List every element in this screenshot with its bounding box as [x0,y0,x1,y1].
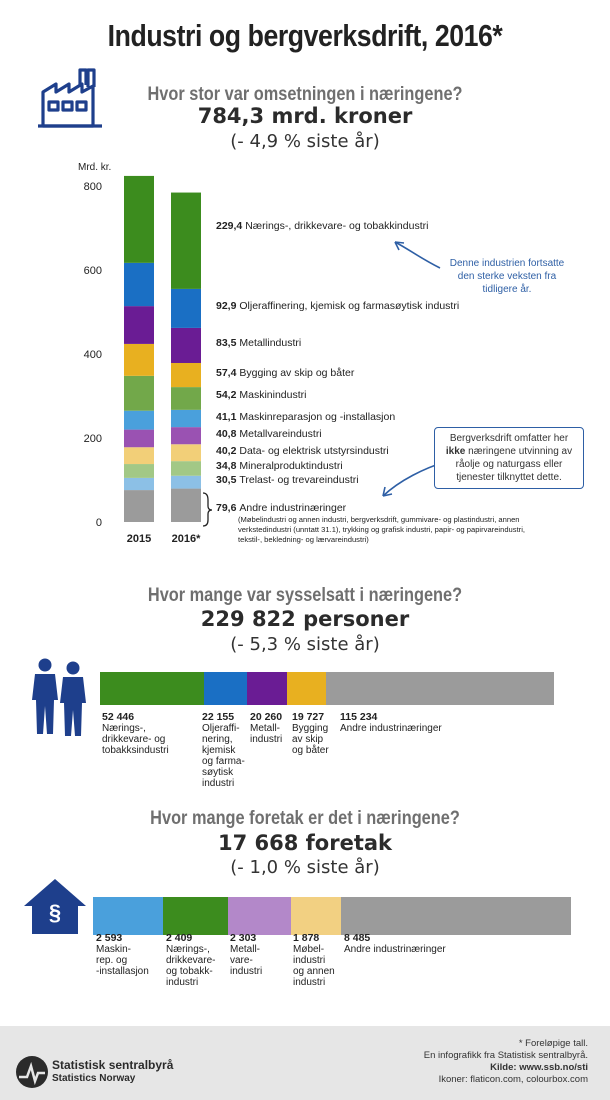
y-tick-label: 800 [84,181,102,193]
bar-segment [171,409,201,428]
segment-label: 2 593 Maskin-rep. og -installasjon [96,932,149,978]
bar-segment [341,897,571,935]
segment-label: 229,4 Nærings-, drikkevare- og tobakkind… [216,220,428,232]
turnover-question: Hvor stor var omsetningen i næringene? [147,84,463,105]
svg-text:§: § [49,900,61,925]
segment-label: 40,8 Metallvareindustri [216,428,322,440]
bar-segment [171,327,201,363]
bar-segment [124,306,154,344]
companies-labels: 2 593 Maskin-rep. og -installasjon 2 409 Nær… [93,933,571,1013]
bar-segment [124,410,154,430]
segment-label: 92,9 Oljeraffinering, kjemisk og farmasø… [216,300,459,312]
bar-segment [124,175,154,263]
callout-food: Denne industrien fortsatte den sterke ve… [449,258,565,295]
footer-note: * Foreløpige tall. [518,1038,588,1049]
logo-name-en: Statistics Norway [52,1073,136,1084]
bar-segment [163,897,229,935]
segment-label: 40,2 Data- og elektrisk utstyrsindustri [216,445,389,457]
footer-credit: En infografikk fra Statistisk sentralbyr… [423,1050,588,1061]
y-tick-label: 600 [84,265,102,277]
bar-segment [124,429,154,448]
segment-label: 52 446 Nærings-, drikkevare- og tobakksindu… [102,711,169,757]
page-title: Industri og bergverksdrift, 2016* [107,18,503,53]
segment-label: 41,1 Maskinreparasjon og -installasjon [216,411,395,423]
companies-question: Hvor mange foretak er det i næringene? [150,808,460,829]
bar-segment [171,461,201,476]
people-icon [28,656,90,736]
bar-segment [124,262,154,307]
segment-label: 30,5 Trelast- og trevareindustri [216,474,359,486]
segment-label: 8 485 Andre industrinæringer [344,932,446,956]
bar-segment [124,343,154,376]
companies-headline: 17 668 foretak [217,831,393,855]
bar-segment [287,672,327,705]
callout-arrow-food [394,241,441,269]
segment-label: 20 260 Metall-industri [250,711,283,746]
bar-segment [171,192,201,289]
bar-segment [171,387,201,410]
employment-bar [100,672,554,705]
employment-labels: 52 446 Nærings-, drikkevare- og tobakksindu… [100,712,554,792]
bar-segment [124,375,154,411]
bar-segment [171,362,201,388]
bar-segment [171,488,201,522]
employment-headline: 229 822 personer [200,607,410,631]
turnover-change: (- 4,9 % siste år) [230,131,380,152]
bar-segment [228,897,291,935]
bar-segment [124,477,154,491]
y-tick-label: 0 [96,517,102,529]
segment-label: 115 234 Andre industrinæringer [340,711,442,735]
bar-segment [171,444,201,462]
factory-icon [36,62,106,132]
callout-mining: Bergverksdrift omfatter her ikke næringe… [434,427,584,489]
segment-label: 83,5 Metallindustri [216,337,301,349]
bar-segment [203,672,248,705]
bar-segment [326,672,554,705]
y-tick-label: 200 [84,433,102,445]
employment-change: (- 5,3 % siste år) [230,634,380,655]
ssb-logo [14,1054,50,1090]
bar-segment [124,464,154,478]
bar-segment [171,427,201,445]
turnover-chart: Mrd. kr. 0 200 400 600 800 79,6 Andre indust… [78,162,459,545]
segment-label: 79,6 Andre industrinæringer [216,502,347,514]
footer-icons: Ikoner: flaticon.com, colourbox.com [438,1074,588,1085]
segment-label: 19 727 Bygging av skip og båter [292,711,329,757]
employment-question: Hvor mange var sysselsatt i næringene? [147,585,463,606]
companies-bar [93,897,571,935]
y-axis-label: Mrd. kr. [78,162,111,173]
footer: Statistisk sentralbyrå Statistics Norway… [0,1026,610,1100]
category-label: 2016* [172,533,201,545]
bar-segment [100,672,204,705]
category-label: 2015 [127,533,151,545]
segment-label: 1 878 Møbel-industri og annen industri [293,932,335,989]
other-note: (Møbelindustri og annen industri, bergve… [238,515,526,544]
segment-label: 54,2 Maskinindustri [216,389,306,401]
other-brace [202,492,213,527]
segment-label: 2 409 Nærings-, drikkevare-og tobakk-indus… [166,932,216,989]
segment-label: 57,4 Bygging av skip og båter [216,367,355,379]
footer-source: Kilde: www.ssb.no/sti [490,1062,588,1073]
bar-segment [124,447,154,465]
bar-segment [171,475,201,489]
bar-segment [290,897,342,935]
segment-label: 2 303 Metall-vare-industri [230,932,263,978]
turnover-headline: 784,3 mrd. kroner [197,104,413,128]
segment-label: 34,8 Mineralproduktindustri [216,460,343,472]
bar-segment [93,897,164,935]
bar-segment [247,672,288,705]
bar-segment [124,490,154,522]
segment-label: 22 155 Oljeraffi-nering, kjemisk og farma-s… [202,711,245,790]
logo-name: Statistisk sentralbyrå [52,1058,174,1072]
bar-segment [171,288,201,328]
y-tick-label: 400 [84,349,102,361]
companies-change: (- 1,0 % siste år) [230,857,380,878]
house-paragraph-icon: § [22,876,88,936]
